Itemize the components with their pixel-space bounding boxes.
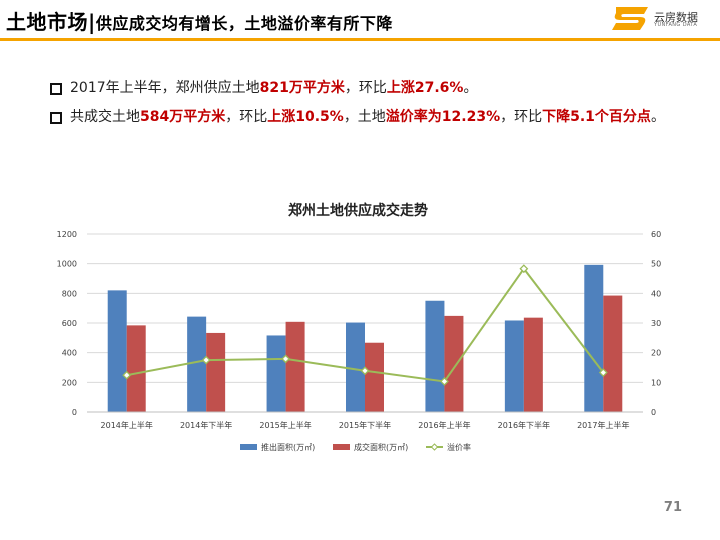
legend-swatch — [333, 444, 350, 450]
header-rule — [0, 38, 720, 41]
line-point — [598, 368, 608, 377]
bar — [107, 290, 127, 412]
bar — [603, 295, 623, 412]
bar — [444, 315, 464, 412]
logo-subtext: YUNFANG DATA — [654, 22, 698, 28]
bar — [584, 264, 604, 412]
bullet-highlight: 上涨27.6% — [386, 80, 464, 96]
bullet-segment: 。 — [650, 109, 665, 125]
bullet-segment: ，土地 — [343, 109, 386, 125]
x-tick-label: 2016年上半年 — [418, 420, 470, 430]
bar — [523, 317, 543, 412]
logo-mark-icon — [612, 7, 648, 30]
bar — [206, 332, 226, 412]
line-point — [281, 354, 290, 364]
bullet-segment: 。 — [463, 80, 478, 96]
x-tick-label: 2016年下半年 — [498, 420, 550, 430]
title-main: 土地市场 — [6, 10, 88, 34]
y-right-tick-label: 40 — [651, 289, 661, 298]
bullet-highlight: 584万平方米 — [140, 109, 226, 125]
bar — [285, 321, 305, 412]
y-right-tick-label: 30 — [651, 319, 661, 328]
bullet-highlight: 上涨10.5% — [267, 109, 344, 125]
bar — [187, 316, 207, 412]
line-point — [360, 366, 370, 376]
y-left-tick-label: 200 — [62, 378, 77, 387]
logo: 云房数据 YUNFANG DATA — [610, 3, 700, 33]
x-tick-label: 2015年上半年 — [259, 420, 311, 430]
bullet-segment: ，环比 — [225, 109, 268, 125]
bullet-segment: ，环比 — [344, 80, 387, 96]
bullet-text: 2017年上半年，郑州供应土地821万平方米，环比上涨27.6%。 — [70, 80, 477, 96]
bullet-highlight: 821万平方米 — [259, 80, 345, 96]
bullet-item: 2017年上半年，郑州供应土地821万平方米，环比上涨27.6%。 — [48, 74, 678, 103]
line-point — [440, 377, 449, 386]
x-tick-label: 2015年下半年 — [339, 420, 391, 430]
page-title: 土地市场|供应成交均有增长，土地溢价率有所下降 — [6, 6, 393, 35]
y-right-tick-label: 20 — [651, 349, 661, 358]
square-bullet-icon — [50, 83, 62, 95]
bullet-text: 共成交土地584万平方米，环比上涨10.5%，土地溢价率为12.23%，环比下降… — [70, 109, 665, 125]
page-number: 71 — [663, 500, 682, 515]
y-right-tick-label: 0 — [651, 408, 656, 417]
legend-label: 溢价率 — [447, 442, 471, 452]
y-left-tick-label: 800 — [62, 289, 77, 298]
y-right-tick-label: 10 — [651, 378, 661, 387]
legend-marker — [430, 443, 439, 451]
x-tick-label: 2014年上半年 — [101, 420, 153, 430]
logo-text: 云房数据 — [654, 11, 698, 24]
line-point — [201, 355, 211, 365]
x-tick-label: 2014年下半年 — [180, 420, 232, 430]
bullet-segment: 2017年上半年，郑州供应土地 — [70, 80, 260, 96]
legend-label: 成交面积(万㎡) — [354, 442, 408, 452]
y-left-tick-label: 1000 — [57, 260, 77, 269]
bar — [266, 335, 286, 412]
bar — [504, 320, 524, 412]
square-bullet-icon — [50, 112, 62, 124]
y-right-tick-label: 50 — [651, 260, 661, 269]
y-right-tick-label: 60 — [651, 230, 661, 239]
y-left-tick-label: 400 — [62, 349, 77, 358]
bar — [425, 300, 445, 412]
title-divider: | — [88, 10, 96, 34]
bar — [126, 325, 146, 412]
x-tick-label: 2017年上半年 — [577, 420, 629, 430]
bullet-item: 共成交土地584万平方米，环比上涨10.5%，土地溢价率为12.23%，环比下降… — [48, 103, 678, 132]
bar — [346, 322, 365, 412]
bullet-list: 2017年上半年，郑州供应土地821万平方米，环比上涨27.6%。 共成交土地5… — [48, 74, 678, 132]
supply-transaction-chart: 郑州土地供应成交走势 0 200 400 600 800 1000 1200 0 10 20 30 4… — [57, 202, 662, 452]
title-sub: 供应成交均有增长，土地溢价率有所下降 — [95, 14, 393, 33]
bar — [365, 342, 384, 412]
legend-label: 推出面积(万㎡) — [261, 442, 315, 452]
y-left-tick-label: 600 — [62, 319, 77, 328]
y-left-tick-label: 0 — [72, 408, 77, 417]
chart-title: 郑州土地供应成交走势 — [288, 202, 428, 219]
legend-swatch — [240, 444, 257, 450]
header: 土地市场|供应成交均有增长，土地溢价率有所下降 云房数据 YUNFANG DAT… — [0, 0, 720, 41]
bullet-highlight: 下降5.1个百分点 — [542, 109, 651, 125]
bullet-highlight: 溢价率为12.23% — [385, 109, 501, 125]
bullet-segment: 共成交土地 — [70, 109, 140, 125]
line-point — [122, 370, 132, 380]
line-point — [519, 264, 529, 274]
y-left-tick-label: 1200 — [57, 230, 77, 239]
bullet-segment: ，环比 — [500, 109, 543, 125]
